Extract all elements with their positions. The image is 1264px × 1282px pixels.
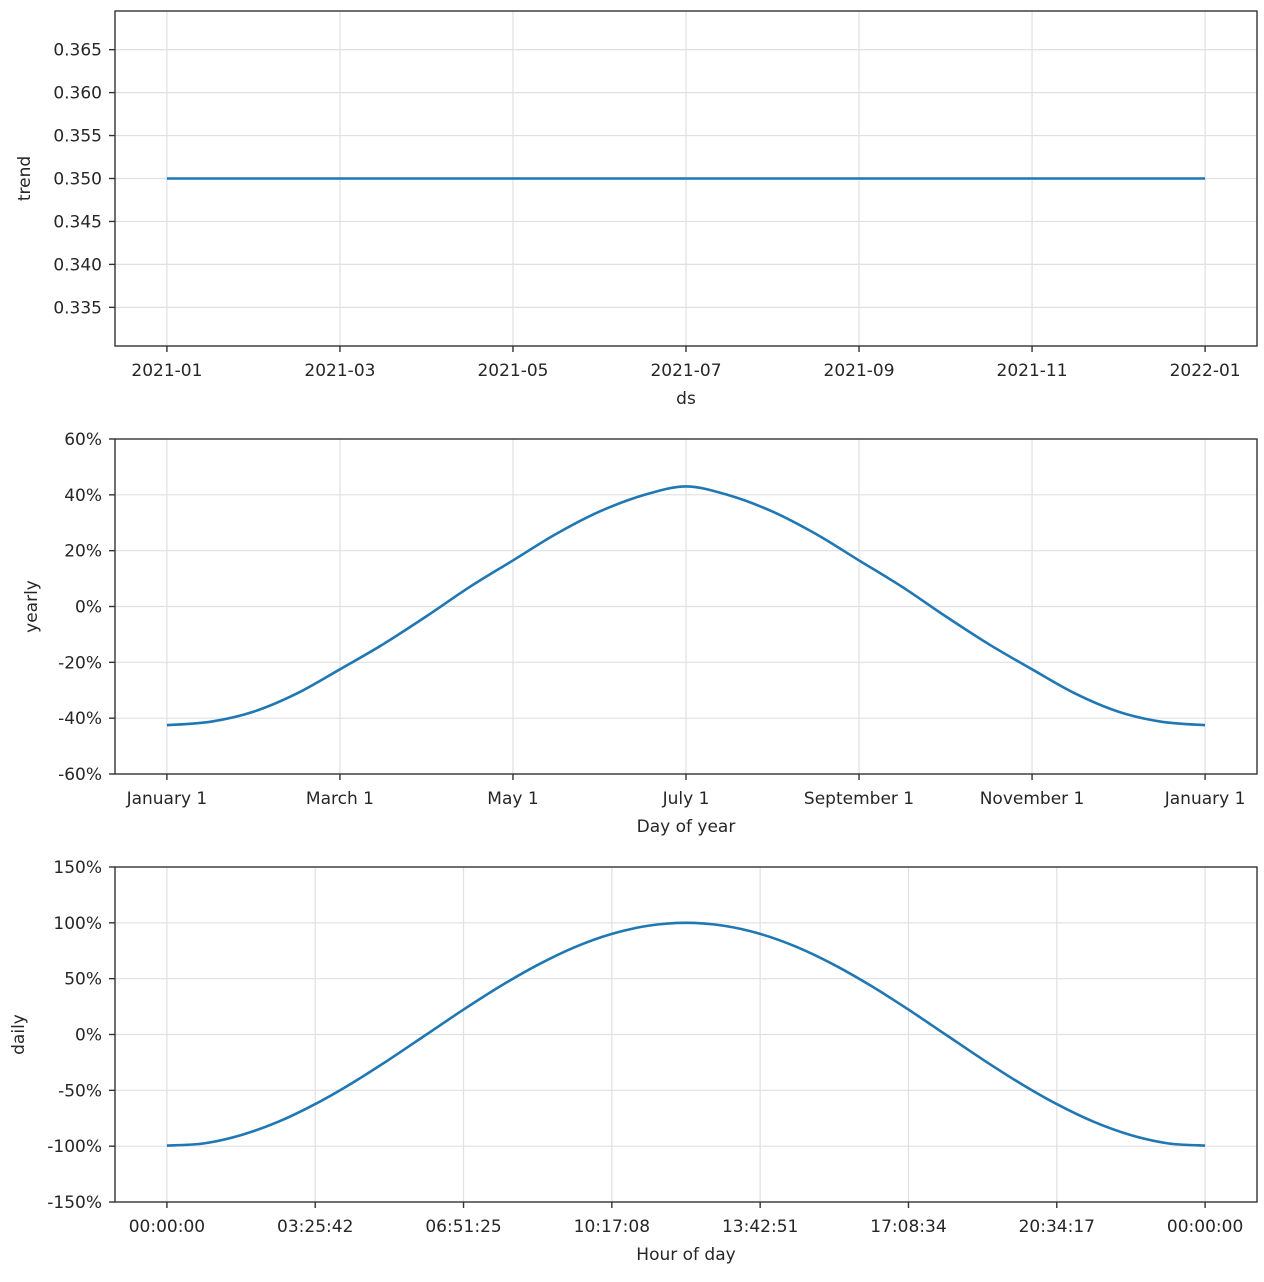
yearly-x-tick-label: September 1 bbox=[804, 789, 914, 809]
daily-y-tick-label: -50% bbox=[58, 1081, 102, 1101]
trend-x-tick-label: 2021-03 bbox=[304, 361, 375, 381]
yearly-panel: January 1 March 1 May 1 July 1 September 1 No… bbox=[22, 430, 1258, 837]
trend-x-tick-label: 2021-09 bbox=[824, 361, 895, 381]
yearly-y-tick-label: -20% bbox=[58, 653, 102, 673]
daily-panel: 00:00:00 03:25:42 06:51:25 10:17:08 13:42:51… bbox=[9, 858, 1258, 1265]
trend-y-tick-label: 0.340 bbox=[53, 255, 102, 275]
daily-y-tick-label: 150% bbox=[53, 858, 102, 878]
yearly-x-tick-label: March 1 bbox=[306, 789, 374, 809]
daily-y-tick-label: 100% bbox=[53, 914, 102, 934]
daily-x-axis-label: Hour of day bbox=[636, 1245, 735, 1265]
yearly-y-tick-label: 20% bbox=[64, 542, 102, 562]
yearly-gridlines bbox=[115, 439, 1257, 774]
yearly-x-axis-label: Day of year bbox=[637, 817, 736, 837]
yearly-x-tick-label: January 1 bbox=[126, 789, 208, 809]
trend-x-tick-label: 2021-01 bbox=[131, 361, 202, 381]
trend-panel: 2021-01 2021-03 2021-05 2021-07 2021-09 2021-… bbox=[15, 10, 1258, 409]
daily-x-tick-label: 10:17:08 bbox=[574, 1217, 650, 1237]
daily-x-tick-label: 13:42:51 bbox=[722, 1217, 798, 1237]
yearly-seasonality-line bbox=[166, 485, 1206, 727]
trend-y-axis-label: trend bbox=[15, 156, 35, 201]
daily-x-tick-label: 17:08:34 bbox=[870, 1217, 946, 1237]
daily-x-tick-label: 06:51:25 bbox=[425, 1217, 501, 1237]
trend-x-tick-label: 2021-07 bbox=[650, 361, 721, 381]
daily-gridlines bbox=[115, 867, 1257, 1202]
trend-y-tick-label: 0.365 bbox=[53, 41, 102, 61]
daily-y-axis-label: daily bbox=[9, 1014, 29, 1055]
daily-y-tick-label: 0% bbox=[75, 1026, 102, 1046]
yearly-y-tick-label: 60% bbox=[64, 430, 102, 450]
daily-x-tick-label: 03:25:42 bbox=[277, 1217, 353, 1237]
yearly-y-tick-label: 0% bbox=[75, 598, 102, 618]
daily-y-tick-label: 50% bbox=[64, 970, 102, 990]
trend-y-tick-label: 0.335 bbox=[53, 298, 102, 318]
trend-y-tick-label: 0.360 bbox=[53, 84, 102, 104]
daily-x-tick-label: 20:34:17 bbox=[1019, 1217, 1095, 1237]
daily-y-tick-label: -100% bbox=[47, 1137, 102, 1157]
yearly-x-tick-label: July 1 bbox=[662, 789, 710, 809]
yearly-y-tick-label: -40% bbox=[58, 709, 102, 729]
trend-x-tick-label: 2022-01 bbox=[1170, 361, 1241, 381]
yearly-x-tick-label: January 1 bbox=[1164, 789, 1246, 809]
daily-x-tick-label: 00:00:00 bbox=[1167, 1217, 1243, 1237]
trend-x-tick-label: 2021-05 bbox=[477, 361, 548, 381]
trend-x-axis-label: ds bbox=[676, 389, 696, 409]
daily-ticks: 00:00:00 03:25:42 06:51:25 10:17:08 13:42:51… bbox=[47, 858, 1243, 1237]
trend-x-tick-label: 2021-11 bbox=[997, 361, 1068, 381]
trend-y-tick-label: 0.350 bbox=[53, 170, 102, 190]
daily-y-tick-label: -150% bbox=[47, 1193, 102, 1213]
daily-x-tick-label: 00:00:00 bbox=[129, 1217, 205, 1237]
trend-y-tick-label: 0.355 bbox=[53, 127, 102, 147]
daily-seasonality-line bbox=[166, 921, 1206, 1147]
trend-ticks: 2021-01 2021-03 2021-05 2021-07 2021-09 2021-… bbox=[53, 41, 1240, 381]
yearly-ticks: January 1 March 1 May 1 July 1 September 1 No… bbox=[58, 430, 1245, 809]
yearly-x-tick-label: November 1 bbox=[980, 789, 1085, 809]
yearly-y-tick-label: 40% bbox=[64, 486, 102, 506]
trend-y-tick-label: 0.345 bbox=[53, 212, 102, 232]
yearly-y-axis-label: yearly bbox=[22, 580, 42, 633]
yearly-x-tick-label: May 1 bbox=[487, 789, 538, 809]
yearly-y-tick-label: -60% bbox=[58, 765, 102, 785]
